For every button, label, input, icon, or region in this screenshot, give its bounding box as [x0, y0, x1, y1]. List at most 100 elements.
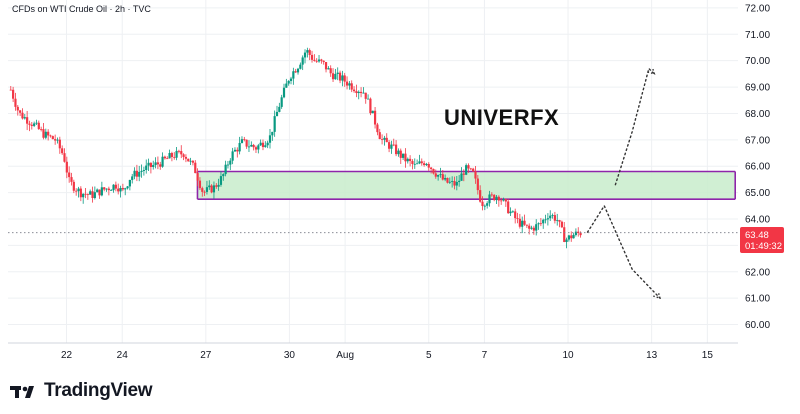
- candle-body: [273, 116, 276, 132]
- candle: [439, 167, 442, 178]
- candle-body: [254, 147, 258, 150]
- candle: [166, 156, 169, 160]
- candle: [364, 92, 367, 104]
- time-tick-label: 27: [200, 350, 212, 361]
- candle-body: [98, 189, 101, 196]
- candle-body: [280, 97, 283, 107]
- zone-fill: [197, 171, 736, 200]
- candle-body: [338, 72, 342, 81]
- candle: [306, 47, 309, 58]
- candle-body: [574, 231, 578, 235]
- candle-body: [294, 71, 297, 73]
- candle: [378, 128, 381, 140]
- candle: [217, 178, 220, 191]
- candle-body: [282, 87, 286, 98]
- candle: [432, 168, 435, 175]
- price-tick-label: 67.00: [745, 135, 770, 146]
- candle: [131, 173, 134, 184]
- candle: [51, 135, 54, 140]
- candle: [352, 86, 356, 93]
- candle-body: [341, 75, 344, 81]
- candle-body: [502, 199, 505, 201]
- price-axis[interactable]: 60.0061.0062.0063.0064.0065.0066.0067.00…: [745, 3, 770, 331]
- candle: [409, 155, 412, 167]
- candle-body: [493, 194, 496, 201]
- candle: [500, 197, 503, 205]
- candle: [357, 90, 360, 100]
- candle-body: [483, 205, 486, 207]
- candle: [334, 68, 337, 80]
- candle-body: [12, 89, 15, 99]
- candle-body: [247, 146, 251, 148]
- candle: [278, 102, 281, 113]
- candle: [89, 189, 92, 195]
- candle-body: [546, 218, 549, 220]
- candle: [259, 139, 262, 146]
- candle: [350, 80, 353, 93]
- candle-body: [432, 168, 435, 174]
- price-tick-label: 62.00: [745, 267, 770, 278]
- candle-body: [187, 158, 190, 162]
- candle: [261, 139, 265, 151]
- candle: [33, 121, 36, 128]
- candle-body: [303, 52, 307, 58]
- candle: [570, 231, 573, 242]
- candle: [21, 108, 24, 120]
- candle: [376, 122, 379, 136]
- price-tick-label: 66.00: [745, 162, 770, 173]
- candle: [37, 120, 40, 131]
- candle-body: [521, 220, 524, 227]
- candle: [502, 197, 505, 202]
- candle: [173, 152, 176, 160]
- candle-body: [434, 173, 437, 177]
- candle: [72, 179, 75, 194]
- candle-body: [226, 164, 230, 166]
- candle-body: [444, 177, 447, 180]
- candle: [446, 177, 449, 184]
- candle-body: [324, 62, 328, 70]
- price-tick-label: 60.00: [745, 320, 770, 331]
- candle-body: [563, 227, 566, 242]
- candle-body: [63, 153, 66, 162]
- candle-body: [196, 173, 199, 181]
- candle: [63, 148, 66, 163]
- time-tick-label: 30: [284, 350, 296, 361]
- candle: [19, 109, 22, 117]
- candle-body: [107, 188, 110, 191]
- candle: [236, 147, 239, 158]
- candle-body: [455, 181, 458, 186]
- candle-body: [313, 59, 316, 61]
- candle: [507, 198, 510, 214]
- candle-body: [558, 220, 561, 222]
- candle-body: [528, 225, 531, 229]
- candle-body: [387, 142, 391, 149]
- price-tick-label: 72.00: [745, 3, 770, 14]
- candle-body: [504, 199, 507, 202]
- candle: [168, 149, 171, 159]
- candle-body: [72, 181, 75, 191]
- candle-body: [560, 221, 563, 228]
- candle-body: [191, 160, 195, 163]
- candle: [362, 87, 365, 94]
- projection-arrowhead-1: [653, 291, 661, 300]
- candle-body: [430, 167, 433, 169]
- time-axis[interactable]: 22 24 27 30 Aug 5 7 10 13 15: [61, 350, 713, 361]
- candle: [54, 134, 57, 145]
- resistance-support-zone: [196, 170, 737, 201]
- candle-body: [331, 73, 335, 80]
- candle: [145, 159, 148, 174]
- candle: [565, 237, 568, 249]
- candle: [399, 148, 402, 164]
- candle: [366, 94, 370, 100]
- candle: [359, 87, 363, 98]
- candle-body: [479, 190, 482, 202]
- candle-body: [460, 173, 463, 181]
- candle: [65, 156, 68, 179]
- candle: [460, 167, 463, 181]
- candle-body: [530, 227, 533, 229]
- candle-body: [411, 161, 414, 164]
- tradingview-brand[interactable]: TradingView: [10, 380, 153, 402]
- candle: [343, 72, 346, 87]
- candle: [301, 55, 304, 71]
